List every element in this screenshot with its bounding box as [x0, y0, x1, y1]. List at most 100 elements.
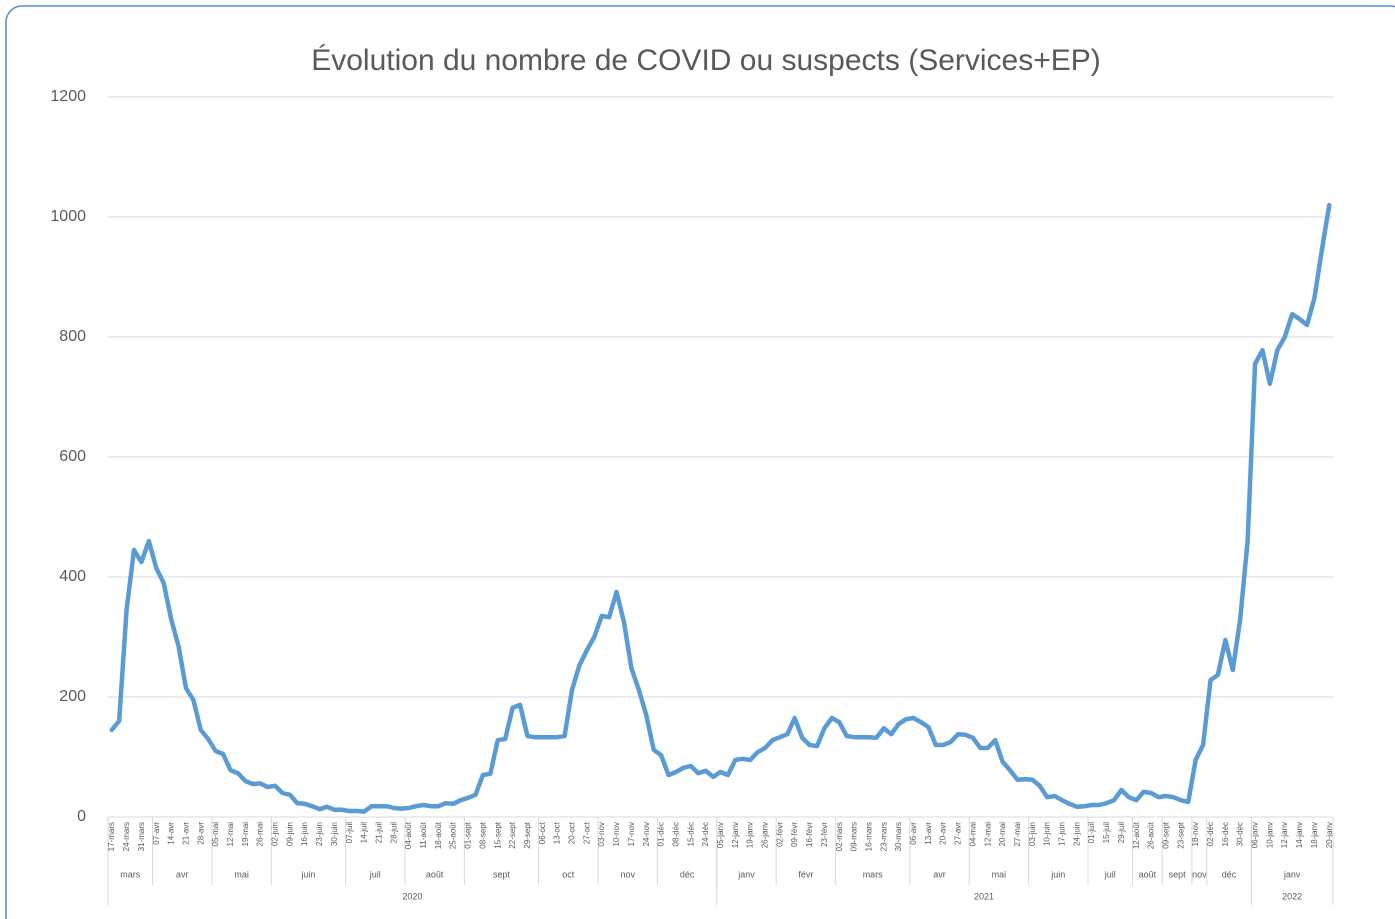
x-tick-label: 09-mars [850, 822, 859, 851]
x-tick-label: 18-août [434, 821, 443, 849]
x-tick-label: 15-déc [686, 822, 695, 846]
x-tick-label: 19-mai [241, 822, 250, 847]
x-tick-label: 03-nov [597, 822, 606, 846]
x-tick-label: 24-juin [1072, 822, 1081, 846]
y-tick-label: 0 [77, 808, 86, 825]
x-tick-label: 02-juin [271, 822, 280, 846]
x-tick-label: 12-mai [226, 822, 235, 847]
x-tick-label: 09-juin [285, 822, 294, 846]
x-tick-label: 30-déc [1236, 822, 1245, 846]
month-label: avr [176, 869, 189, 879]
x-tick-label: 30-mars [894, 822, 903, 851]
x-tick-label: 08-déc [671, 822, 680, 846]
x-tick-label: 16-déc [1221, 822, 1230, 846]
x-tick-label: 13-oct [553, 821, 562, 844]
x-tick-label: 01-déc [657, 822, 666, 846]
x-tick-label: 09-sept [1161, 821, 1170, 848]
x-tick-label: 01-juil [1087, 822, 1096, 844]
x-tick-label: 24-déc [701, 822, 710, 846]
year-label: 2021 [974, 891, 994, 901]
x-tick-label: 02-mars [835, 822, 844, 851]
x-tick-label: 14-janv [1295, 822, 1304, 848]
x-tick-label: 05-janv [716, 822, 725, 848]
x-tick-label: 16-mars [864, 822, 873, 851]
x-tick-label: 30-juin [330, 822, 339, 846]
month-label: avr [933, 869, 946, 879]
x-tick-label: 02-févr [775, 822, 784, 847]
x-tick-label: 26-août [1147, 821, 1156, 849]
x-tick-label: 26-mai [256, 822, 265, 847]
x-tick-label: 23-juin [315, 822, 324, 846]
x-tick-label: 06-janv [1251, 822, 1260, 848]
x-tick-label: 24-nov [642, 822, 651, 846]
x-tick-label: 20-mai [998, 822, 1007, 847]
x-tick-label: 23-sept [1176, 821, 1185, 848]
x-tick-label: 06-avr [909, 822, 918, 845]
month-label: nov [1192, 869, 1207, 879]
x-tick-label: 07-avr [152, 822, 161, 845]
x-tick-label: 16-juin [300, 822, 309, 846]
y-tick-label: 400 [59, 568, 86, 585]
x-tick-label: 07-juil [345, 822, 354, 844]
x-tick-label: 29-sept [523, 821, 532, 848]
month-label: oct [562, 869, 575, 879]
month-label: janv [1283, 869, 1301, 879]
chart-title: Évolution du nombre de COVID ou suspects… [311, 44, 1101, 77]
x-tick-label: 12-janv [1280, 822, 1289, 848]
year-label: 2022 [1282, 891, 1302, 901]
x-tick-label: 28-avr [196, 822, 205, 845]
x-tick-label: 03-juin [1028, 822, 1037, 846]
x-tick-label: 15-juil [1102, 822, 1111, 844]
year-label: 2020 [402, 891, 422, 901]
data-line [109, 202, 1332, 814]
x-tick-label: 21-juil [374, 822, 383, 844]
x-tick-label: 14-juil [360, 822, 369, 844]
x-tick-label: 11-août [419, 821, 428, 848]
x-tick-label: 18-nov [1191, 822, 1200, 846]
x-tick-label: 17-nov [627, 822, 636, 846]
x-tick-label: 24-mars [122, 822, 131, 851]
month-label: juin [300, 869, 315, 879]
x-tick-label: 19-janv [746, 822, 755, 848]
y-tick-label: 600 [59, 448, 86, 465]
x-tick-label: 08-sept [478, 821, 487, 848]
month-label: mars [120, 869, 140, 879]
x-tick-label: 22-sept [508, 821, 517, 848]
x-tick-label: 16-févr [805, 822, 814, 847]
y-tick-label: 800 [59, 328, 86, 345]
month-label: mai [234, 869, 249, 879]
x-tick-label: 21-avr [181, 822, 190, 845]
x-tick-label: 02-déc [1206, 822, 1215, 846]
x-tick-label: 15-sept [493, 821, 502, 848]
x-tick-label: 06-oct [538, 821, 547, 844]
month-label: sept [1169, 869, 1187, 879]
month-label: juin [1050, 869, 1065, 879]
x-tick-label: 20-oct [568, 821, 577, 844]
x-tick-label: 09-févr [790, 822, 799, 847]
x-tick-label: 27-mai [1013, 822, 1022, 847]
x-tick-label: 12-août [1132, 821, 1141, 849]
x-tick-label: 26-janv [761, 822, 770, 848]
x-tick-label: 27-avr [954, 822, 963, 845]
month-label: déc [1222, 869, 1237, 879]
month-label: juil [369, 869, 381, 879]
x-tick-label: 23-févr [820, 822, 829, 847]
x-tick-label: 27-oct [582, 821, 591, 844]
x-tick-label: 20-janv [1325, 822, 1334, 848]
x-tick-label: 23-mars [879, 822, 888, 851]
y-tick-label: 1000 [50, 208, 86, 225]
y-tick-label: 200 [59, 688, 86, 705]
month-label: déc [680, 869, 695, 879]
x-tick-label: 13-avr [924, 822, 933, 845]
x-tick-label: 10-janv [1265, 822, 1274, 848]
x-tick-label: 25-août [449, 821, 458, 849]
x-tick-label: 17-juin [1058, 822, 1067, 846]
x-tick-label: 18-janv [1310, 822, 1319, 848]
x-tick-label: 12-janv [731, 822, 740, 848]
month-label: févr [798, 869, 813, 879]
month-label: janv [737, 869, 755, 879]
x-tick-label: 20-avr [939, 822, 948, 845]
y-tick-label: 1200 [50, 88, 86, 105]
month-label: août [1139, 869, 1157, 879]
